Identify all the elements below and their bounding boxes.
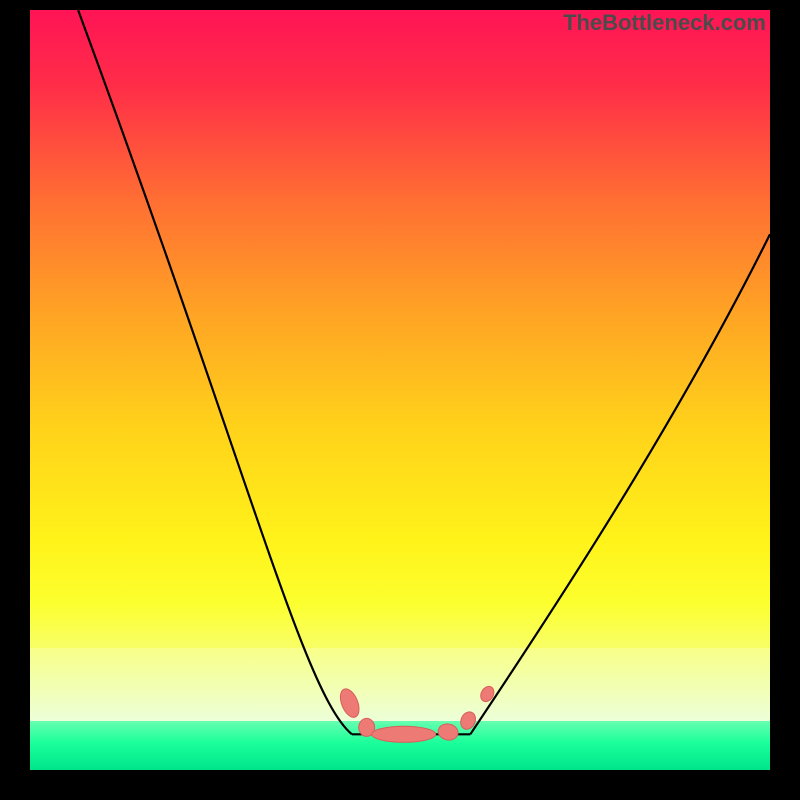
border-top: [0, 0, 800, 10]
border-right: [770, 0, 800, 800]
watermark-text: TheBottleneck.com: [563, 10, 766, 36]
border-bottom: [0, 770, 800, 800]
data-blob-0: [337, 686, 363, 720]
border-left: [0, 0, 30, 800]
data-blob-2: [372, 726, 436, 742]
chart-frame: TheBottleneck.com: [0, 0, 800, 800]
curve-overlay: [0, 0, 800, 800]
curve-right: [470, 234, 770, 734]
curve-left: [78, 10, 352, 734]
data-blob-3: [437, 722, 459, 741]
